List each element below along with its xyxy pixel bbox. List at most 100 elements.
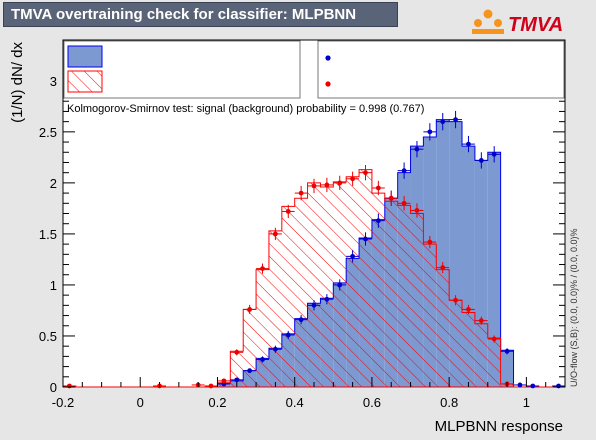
logo-dot-top [483, 9, 493, 19]
signal-test-point [363, 236, 368, 242]
y-tick-label: 0.5 [39, 329, 57, 344]
y-tick-label: 0 [50, 380, 57, 395]
background-bar [487, 338, 501, 387]
background-test-point [337, 180, 343, 186]
signal-test-point [530, 383, 536, 389]
signal-test-point [234, 377, 240, 383]
signal-test-point [298, 317, 304, 323]
background-bar [346, 176, 360, 387]
background-bar [474, 323, 488, 387]
logo-dot-right [494, 19, 502, 27]
signal-test-point [337, 282, 343, 288]
legend-box-right [317, 40, 565, 99]
tmva-logo: TMVA [472, 9, 563, 36]
background-test-point [401, 200, 407, 206]
background-test-point [388, 195, 394, 201]
overflow-note-text: U/O-flow (S,B): (0.0, 0.0)% / (0.0, 0.0)… [569, 228, 579, 387]
background-bar [243, 309, 257, 387]
x-tick-label: 0 [137, 395, 144, 410]
logo-text: TMVA [508, 14, 563, 36]
background-test-point [414, 208, 420, 213]
signal-test-point [466, 141, 471, 147]
background-test-point [272, 231, 278, 237]
background-bar [268, 230, 282, 387]
background-bar [256, 269, 269, 387]
y-axis-label: (1/N) dN/ dx [9, 42, 26, 123]
background-test-point [363, 170, 368, 176]
legend-background-swatch [67, 70, 103, 93]
signal-test-point [401, 168, 407, 174]
y-tick-label: 1.5 [39, 227, 57, 242]
background-bar [397, 205, 411, 387]
x-tick-label: 0.2 [208, 395, 226, 410]
background-bar [281, 206, 295, 387]
background-bar [384, 201, 398, 387]
signal-test-point [453, 117, 458, 123]
signal-test-point [272, 346, 278, 352]
ks-test-annotation: Kolmogorov-Smirnov test: signal (backgro… [67, 103, 424, 115]
background-bar [423, 244, 437, 387]
signal-test-point [504, 348, 510, 354]
signal-test-point [478, 158, 484, 163]
signal-test-point [260, 357, 265, 362]
background-bar [230, 351, 244, 387]
background-test-point [350, 176, 356, 182]
y-tick-label: 1 [50, 278, 57, 293]
signal-test-point [285, 332, 291, 338]
x-tick-label: 1 [523, 395, 530, 410]
signal-test-point [247, 368, 253, 374]
background-test-point [298, 190, 304, 196]
background-test-point [234, 349, 240, 355]
signal-test-point [350, 253, 356, 259]
background-test-point [375, 185, 381, 191]
background-test-point [440, 265, 446, 270]
background-test-point [221, 378, 227, 384]
signal-test-point [375, 218, 381, 224]
legend [63, 40, 565, 99]
background-test-point [208, 383, 214, 389]
legend-signal-swatch [67, 45, 103, 68]
signal-bar [487, 152, 501, 387]
background-bar [462, 312, 475, 387]
plot-title: TMVA overtraining check for classifier: … [3, 2, 398, 27]
legend-background-test-marker [325, 81, 331, 87]
legend-box [63, 40, 301, 99]
background-test-point [427, 239, 433, 245]
signal-test-point [311, 302, 317, 308]
signal-test-point [517, 382, 523, 388]
y-tick-label: 3 [50, 74, 57, 89]
y-tick-label: 2.5 [39, 125, 57, 140]
background-test-point [285, 209, 291, 214]
background-bar [320, 186, 334, 387]
signal-test-point [440, 119, 446, 125]
logo-dot-left [474, 19, 482, 27]
background-test-point [466, 307, 471, 312]
background-test-point [67, 383, 72, 389]
background-test-point [478, 318, 484, 324]
background-test-point [311, 183, 317, 189]
x-tick-label: -0.2 [52, 395, 74, 410]
background-bar [359, 169, 372, 387]
signal-test-point [414, 146, 420, 152]
y-tick-label: 2 [50, 176, 57, 191]
x-axis-label: MLPBNN response [435, 418, 563, 435]
signal-test-point [324, 296, 330, 302]
background-test-point [491, 336, 497, 342]
background-bar [436, 269, 450, 387]
background-bar [410, 213, 424, 387]
signal-test-point [491, 151, 497, 157]
background-bar [371, 193, 385, 387]
background-bar [294, 198, 308, 387]
background-test-point [324, 182, 330, 188]
legend-signal-test-marker [325, 55, 331, 61]
x-tick-label: 0.6 [363, 395, 381, 410]
background-bar [307, 182, 321, 387]
signal-bar [500, 350, 514, 387]
x-tick-label: 0.4 [286, 395, 304, 410]
background-test-point [260, 266, 265, 272]
x-tick-label: 0.8 [440, 395, 458, 410]
signal-test-point [427, 129, 433, 135]
background-test-point [453, 297, 458, 303]
signal-test-point [556, 383, 561, 389]
